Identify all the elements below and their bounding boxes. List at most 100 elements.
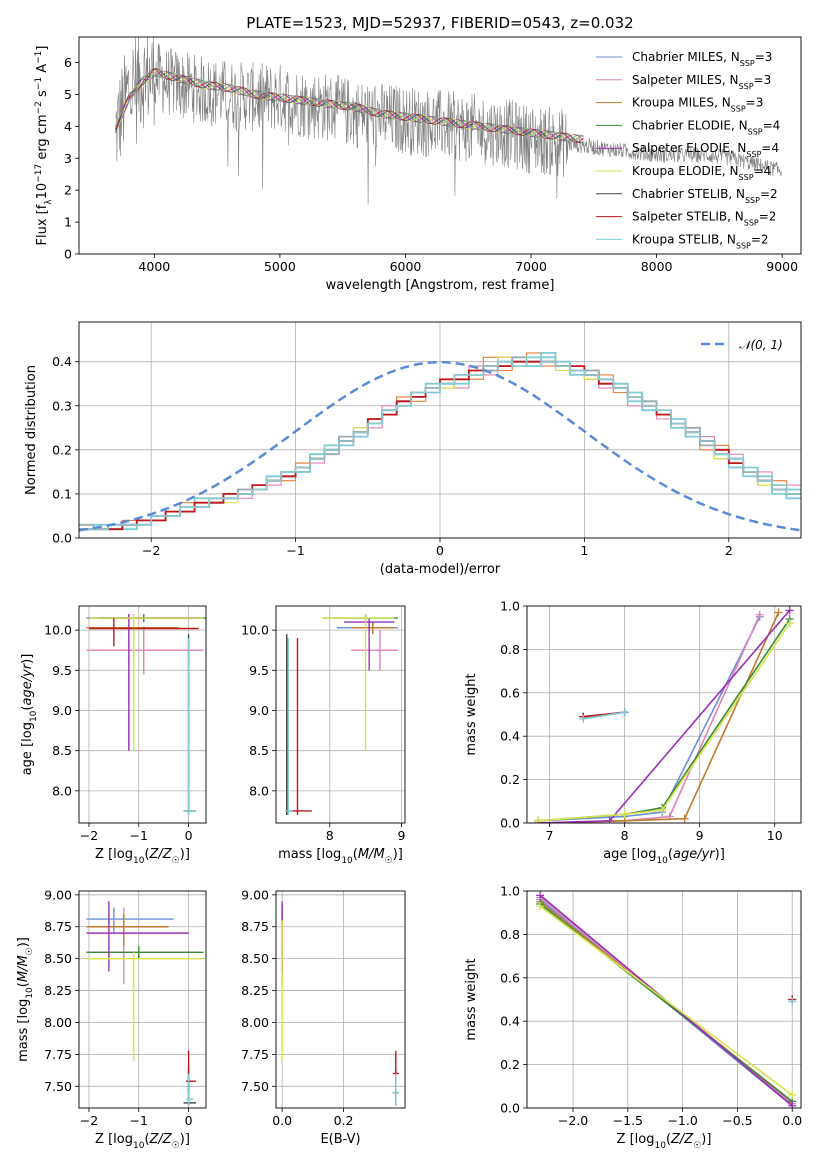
y-tick-label: 8.5 <box>249 743 269 758</box>
x-tick-label: 8000 <box>641 259 673 274</box>
x-tick-label: 9 <box>696 828 704 843</box>
y-tick-label: 7.75 <box>241 1047 269 1062</box>
y-tick-label: 1 <box>64 215 72 230</box>
axes-frame <box>526 605 802 824</box>
x-tick-label: −1.0 <box>667 1113 697 1128</box>
axes-frame <box>78 321 802 539</box>
plot-area-weight-vs-metallicity <box>536 891 797 1108</box>
y-tick-label: 0.8 <box>500 927 520 942</box>
x-tick-label: −1 <box>130 828 148 843</box>
y-tick-label: 0.8 <box>500 642 520 657</box>
y-tick-label: 8.50 <box>44 951 72 966</box>
axes-frame <box>526 890 802 1109</box>
y-tick-label: 0.2 <box>500 772 520 787</box>
y-tick-label: 7.50 <box>44 1079 72 1094</box>
y-tick-label: 2 <box>64 183 72 198</box>
weight-point <box>788 997 797 1006</box>
x-axis-label: mass [log10(M/M☉)] <box>278 847 403 866</box>
figure-title: PLATE=1523, MJD=52937, FIBERID=0543, z=0… <box>246 14 633 32</box>
y-tick-label: 8.0 <box>52 783 72 798</box>
y-axis-label: mass weight <box>464 673 479 755</box>
plot-area-weight-vs-age <box>534 606 794 823</box>
axes-frame <box>275 605 406 824</box>
y-tick-label: 7.75 <box>44 1047 72 1062</box>
y-tick-label: 0.0 <box>52 531 72 546</box>
weight-point <box>579 714 588 723</box>
y-tick-label: 0.6 <box>500 970 520 985</box>
legend-entry: Kroupa MILES, NSSP=3 <box>632 96 763 114</box>
y-axis-label: mass weight <box>464 958 479 1040</box>
plot-area-residuals <box>79 352 801 532</box>
y-tick-label: 9.0 <box>249 703 269 718</box>
y-tick-label: 8.50 <box>241 951 269 966</box>
weight-point <box>620 810 629 819</box>
y-tick-label: 7.50 <box>241 1079 269 1094</box>
y-tick-label: 5 <box>64 87 72 102</box>
legend-entry: Kroupa ELODIE, NSSP=4 <box>632 164 771 182</box>
gaussian-curve <box>79 360 801 532</box>
weight-point <box>620 708 629 717</box>
x-tick-label: 2 <box>725 543 733 558</box>
x-tick-label: −2 <box>142 543 160 558</box>
weight-point <box>605 816 614 823</box>
plot-area-age-vs-mass <box>285 614 398 815</box>
y-tick-label: 0.4 <box>52 354 72 369</box>
axes-frame <box>78 36 802 255</box>
weight-line-0 <box>538 616 761 822</box>
x-tick-label: −1 <box>286 543 304 558</box>
y-tick-label: 1.0 <box>500 884 520 899</box>
weight-line-2 <box>538 612 780 823</box>
x-tick-label: 8 <box>621 828 629 843</box>
y-tick-label: 8.75 <box>241 919 269 934</box>
x-tick-label: 7000 <box>515 259 547 274</box>
y-axis-label: Flux [fλ10−17 erg cm−2 s−1 A−1] <box>34 46 54 246</box>
x-axis-label: age [log10(age/yr)] <box>603 847 725 866</box>
y-tick-label: 3 <box>64 151 72 166</box>
x-tick-label: −1.5 <box>613 1113 643 1128</box>
x-tick-label: −2 <box>80 828 98 843</box>
x-tick-label: −1 <box>130 1113 148 1128</box>
y-tick-label: 0.4 <box>500 729 520 744</box>
x-tick-label: 0.0 <box>272 1113 292 1128</box>
weight-point <box>785 606 794 615</box>
axes-frame <box>78 890 207 1109</box>
y-tick-label: 9.00 <box>44 887 72 902</box>
weight-point <box>788 1090 797 1099</box>
weight-point <box>536 902 545 911</box>
weight-point <box>534 816 543 823</box>
panel-age-vs-mass <box>272 605 406 827</box>
y-tick-label: 0.0 <box>500 1101 520 1116</box>
panel-age-vs-metallicity <box>75 605 207 827</box>
panel-mass-vs-ebv <box>272 890 406 1112</box>
y-tick-label: 0.1 <box>52 486 72 501</box>
y-tick-label: 6 <box>64 55 72 70</box>
y-tick-label: 8.00 <box>241 1015 269 1030</box>
legend-entry: Chabrier ELODIE, NSSP=4 <box>632 118 780 136</box>
y-tick-label: 9.0 <box>52 703 72 718</box>
y-tick-label: 8.75 <box>44 919 72 934</box>
x-tick-label: 0.0 <box>782 1113 802 1128</box>
legend-entry: Salpeter MILES, NSSP=3 <box>632 73 771 91</box>
plot-area-mass-vs-metallicity <box>86 901 204 1106</box>
legend-entry: Chabrier MILES, NSSP=3 <box>632 50 772 68</box>
y-axis-label: mass [log10(M/M☉)] <box>16 937 35 1062</box>
x-tick-label: 0 <box>185 1113 193 1128</box>
x-tick-label: 9 <box>397 828 405 843</box>
y-tick-label: 8.25 <box>241 983 269 998</box>
histogram-8 <box>79 356 801 531</box>
plot-area-spectrum <box>115 37 783 205</box>
panel-residuals <box>75 321 802 542</box>
weight-line-4 <box>538 609 791 823</box>
y-axis-label: age [log10(age/yr)] <box>20 654 39 776</box>
axes-frame <box>275 890 406 1109</box>
legend-entry: 𝒩(0, 1) <box>739 338 783 352</box>
weight-line-5 <box>538 622 791 822</box>
y-tick-label: 0 <box>64 247 72 262</box>
legend-entry: Kroupa STELIB, NSSP=2 <box>632 232 769 250</box>
x-tick-label: 0.2 <box>334 1113 354 1128</box>
y-tick-label: 8.0 <box>249 783 269 798</box>
y-tick-label: 8.5 <box>52 743 72 758</box>
x-tick-label: 4000 <box>138 259 170 274</box>
